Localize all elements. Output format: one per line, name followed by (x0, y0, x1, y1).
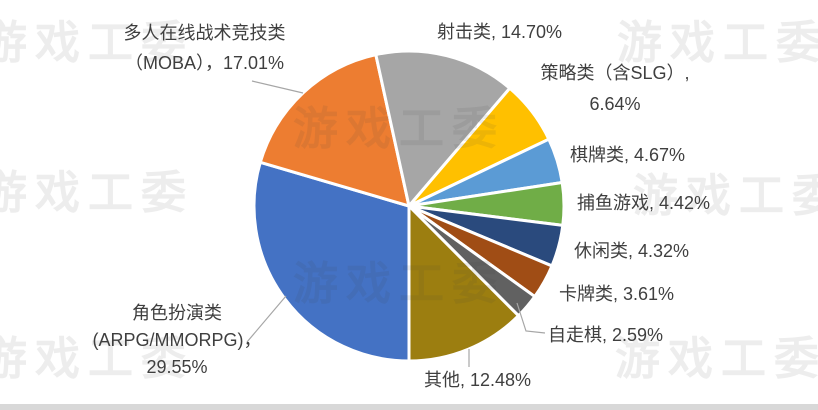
label-strategy-line1: 策略类（含SLG）, (540, 63, 690, 83)
label-autochess: 自走棋, 2.59% (548, 325, 664, 345)
label-strategy-line2: 6.64% (589, 94, 641, 114)
leader-line-moba (251, 80, 304, 94)
pie-slice-9 (407, 204, 520, 363)
leader-line-rpg (246, 295, 287, 343)
label-moba-line2: （MOBA），17.01% (124, 53, 285, 73)
label-other: 其他, 12.48% (424, 370, 532, 390)
label-chess: 棋牌类, 4.67% (570, 145, 686, 165)
label-casual: 休闲类, 4.32% (574, 241, 690, 261)
leader-lines (246, 80, 546, 367)
label-strategy: 策略类（含SLG）, 6.64% (515, 58, 715, 120)
pie-slice-1 (258, 53, 411, 208)
label-fishing: 捕鱼游戏, 4.42% (577, 193, 711, 213)
label-rpg-line2: (ARPG/MMORPG)， (92, 330, 262, 350)
label-moba-line1: 多人在线战术竞技类 (123, 23, 286, 43)
pie-slice-0 (252, 160, 411, 363)
label-rpg-line1: 角色扮演类 (132, 303, 222, 323)
label-moba: 多人在线战术竞技类 （MOBA），17.01% (102, 18, 307, 78)
bottom-edge-strip (0, 404, 818, 410)
pie-slice-2 (374, 49, 512, 208)
label-card: 卡牌类, 3.61% (559, 284, 675, 304)
label-rpg-line3: 29.55% (146, 357, 208, 377)
leader-line-autochess (516, 302, 546, 334)
pie-slices (252, 49, 566, 363)
label-shooter: 射击类, 14.70% (437, 22, 563, 42)
label-rpg: 角色扮演类 (ARPG/MMORPG)， 29.55% (77, 300, 277, 381)
